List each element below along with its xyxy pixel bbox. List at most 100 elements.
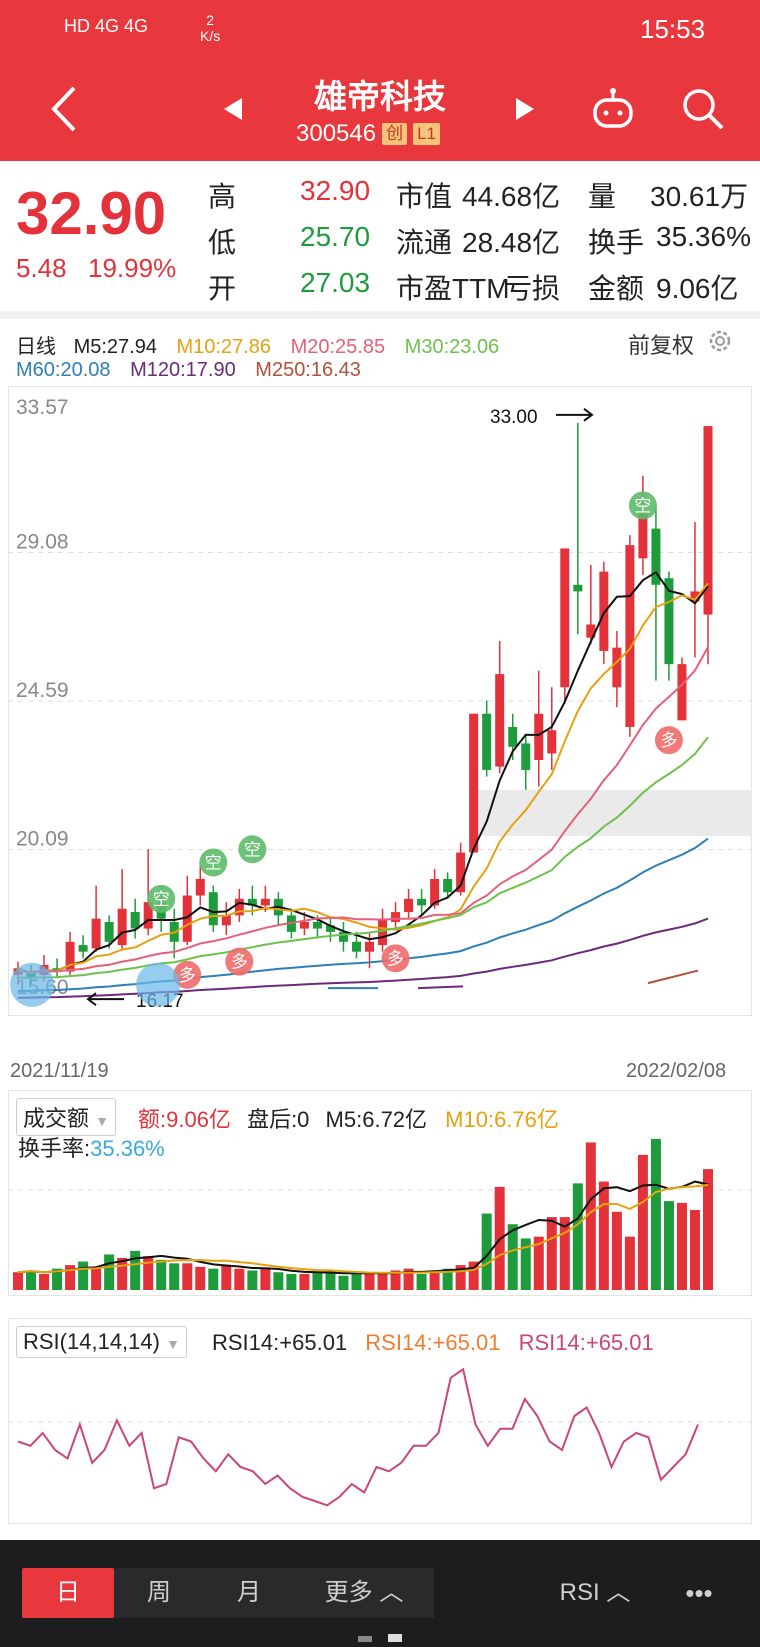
ma-legend-row-1: 日线 M5:27.94 M10:27.86 M20:25.85 M30:23.0… [16,330,499,359]
candle-body [573,584,583,592]
candle-body [104,921,114,942]
turnover-value: 35.36% [656,221,751,252]
candle-body [586,624,596,638]
rsi-value-2: RSI14:+65.01 [365,1330,501,1355]
volume-bar [117,1258,128,1290]
volume-selector[interactable]: 成交额 ▼ [16,1098,116,1136]
ma120-value: M120:17.90 [130,359,236,381]
dropdown-icon: ▼ [95,1113,109,1129]
candle-body [365,941,375,952]
candle-body [143,902,153,929]
volume-bar [351,1274,362,1290]
ma-line [17,582,709,975]
volume-ma10: M10:6.76亿 [445,1107,559,1132]
signal-label: 多 [660,731,677,751]
volume-selector-label: 成交额 [23,1106,90,1131]
rsi-legend: RSI14:+65.01 RSI14:+65.01 RSI14:+65.01 [212,1330,654,1356]
status-speed-unit: K/s [200,28,221,44]
tab-day[interactable]: 日 [22,1568,114,1618]
date-start: 2021/11/19 [10,1060,109,1082]
candle-body [690,591,700,602]
ma120-segment [417,985,464,990]
candle-body [351,941,361,952]
app-header: HD 4G 4G 2 K/s 15:53 雄帝科技 300546 创 L1 [0,0,760,161]
volume-bar [481,1213,492,1290]
candle-body [664,578,674,665]
more-options-button[interactable]: ••• [685,1578,713,1608]
candle-body [560,548,570,688]
high-marker-arrowhead [583,408,594,422]
candle-body [599,571,609,651]
stock-code-row: 300546 创 L1 [296,120,441,148]
status-time: 15:53 [640,14,706,44]
volume-bar [208,1268,219,1290]
kline-period[interactable]: 日线 [16,336,56,358]
candle-body [299,921,309,929]
chart-frame [8,1318,752,1524]
section-divider [0,311,760,319]
tab-indicator-rsi[interactable]: RSI ︿ [559,1579,631,1606]
candle-body [703,426,713,615]
price-change: 5.48 [16,253,67,283]
volume-bar [520,1238,531,1290]
volume-bar [468,1261,479,1290]
candle-body [195,879,205,896]
search-icon[interactable] [680,86,726,132]
candle-body [312,921,322,929]
candle-body [260,898,270,906]
long-signal-badge [381,944,410,973]
kline-chart[interactable]: 33.5729.0824.5920.0915.6033.0016.17空空空多多… [8,386,752,1052]
pe-label: 市盈TTM [396,273,510,304]
settings-gear-icon[interactable] [706,327,734,355]
volume-bar [429,1270,440,1290]
low-value: 25.70 [300,221,371,252]
prev-stock-icon[interactable] [222,96,244,122]
ma-line [17,570,709,975]
short-signal-badge [238,835,267,864]
crosshair-bubble [10,962,54,1007]
y-axis-label: 29.08 [16,531,69,554]
volume-bar [377,1272,388,1290]
next-stock-icon[interactable] [514,96,536,122]
candle-body [612,647,622,688]
rsi-value-3: RSI14:+65.01 [518,1330,654,1355]
candle-body [508,726,518,747]
back-arrow-icon[interactable] [44,84,84,134]
ma20-value: M20:25.85 [290,336,386,358]
ma-line [17,917,709,999]
adjust-mode[interactable]: 前复权 [628,333,695,358]
signal-label: 空 [205,853,222,873]
candle-body [117,908,127,946]
volume-chart[interactable] [8,1090,752,1296]
period-tab-bar: 日 周 月 更多 ︿ RSI ︿ ••• [0,1540,760,1647]
tab-week[interactable]: 周 [114,1568,204,1618]
candle-body [208,892,218,926]
tab-month[interactable]: 月 [204,1568,294,1618]
signal-label: 空 [153,890,170,910]
volume-bar [624,1236,635,1290]
candle-body [338,931,348,942]
candle-body [65,941,75,972]
rsi-selector[interactable]: RSI(14,14,14) ▼ [16,1326,187,1358]
volume-bar [182,1263,193,1290]
tab-more[interactable]: 更多 ︿ [294,1568,434,1618]
volume-bar [559,1217,570,1290]
candle-body [391,912,401,922]
robot-icon[interactable] [590,86,636,132]
ma250-value: M250:16.43 [255,359,361,381]
stock-code: 300546 [296,120,377,147]
candle-body [651,528,661,585]
signal-label: 多 [387,949,404,969]
high-value: 32.90 [300,175,371,206]
y-axis-label: 33.57 [16,396,69,419]
candle-body [430,879,440,906]
volume-bar [637,1154,648,1290]
volume-bar [65,1265,76,1290]
open-label: 开 [208,273,237,304]
turnover-label: 换手 [588,227,645,258]
ma5-value: M5:27.94 [73,336,157,358]
candle-body [91,918,101,949]
ma10-value: M10:27.86 [176,336,272,358]
volume-bar [234,1268,245,1290]
rsi-chart[interactable] [8,1318,752,1524]
